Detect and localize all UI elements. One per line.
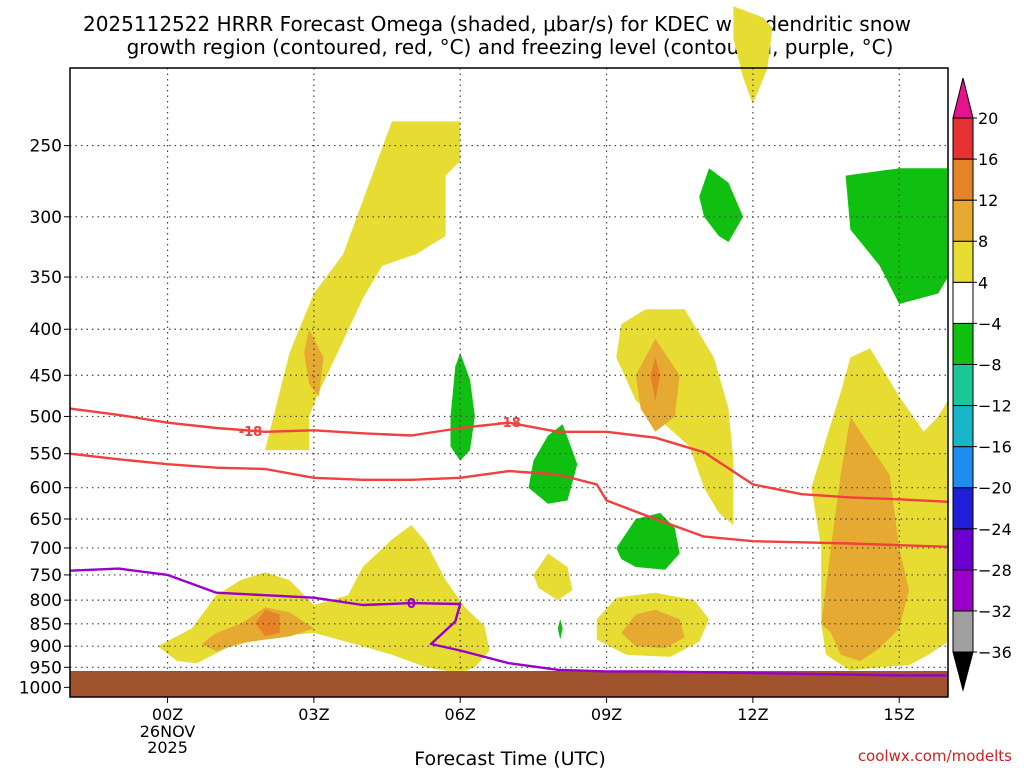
colorbar-bin [952,363,974,407]
y-tick-label: 700 [30,539,62,559]
omega-colorbar: −36 −32 −28 −24 −20 −16 −12 −8 −4 4 8 12 16 20 [952,77,1012,692]
x-tick-label: 03Z [298,705,329,724]
x-tick-label: 06Z [445,705,476,724]
colorbar-bin [952,158,974,201]
colorbar-bin [952,405,974,448]
omega-region-19 [845,168,948,304]
x-tick-label: 15Z [884,705,915,724]
y-tick-label: 450 [30,366,62,386]
colorbar-label: −36 [978,643,1012,662]
omega-region-14 [450,352,475,461]
colorbar-bin [952,446,974,489]
y-tick-label: 400 [30,320,62,340]
omega-region-18 [557,619,563,640]
omega-region-1 [304,329,324,397]
y-tick-label: 500 [30,407,62,427]
omega-region-7 [621,609,685,649]
y-tick-label: 650 [30,510,62,530]
colorbar-bin [952,117,974,160]
dgz-top-contour [69,407,949,503]
dgz-label-1: -18 [239,425,263,440]
x-tick-label: 09Z [591,705,622,724]
colorbar-bin [952,569,974,612]
x-axis-label: Forecast Time (UTC) [414,748,605,768]
contour-layer: -18 -18 0 [69,407,949,677]
colorbar-label: 8 [978,232,988,251]
omega-region-0 [265,121,461,451]
grid-layer [70,68,948,697]
colorbar-label: −28 [978,561,1012,580]
colorbar-high-arrow [952,77,974,119]
watermark: coolwx.com/modelts [858,747,1012,765]
pressure-axis: 2503003504004505005506006507007508008509… [19,137,70,698]
omega-region-16 [699,168,744,242]
omega-region-8 [616,309,734,525]
x-tick-label: 12Z [737,705,768,724]
colorbar-bin [952,240,974,283]
omega-region-11 [733,6,773,105]
chart-title-line-2: growth region (contoured, red, °C) and f… [127,35,894,59]
colorbar-label: −20 [978,479,1012,498]
colorbar-bin [952,281,974,324]
x-tick-label: 00Z [152,705,183,724]
y-tick-label: 900 [30,637,62,657]
y-tick-label: 300 [30,208,62,228]
freezing-label: 0 [407,597,416,612]
colorbar-bin [952,322,974,365]
plot-frame [69,67,949,698]
ground-layer [70,671,948,697]
colorbar-label: 20 [978,109,998,128]
colorbar-label: −16 [978,438,1012,457]
omega-region-10 [650,357,661,401]
colorbar-bin [952,528,974,571]
colorbar-label: −8 [978,355,1002,374]
colorbar-label: −4 [978,314,1002,333]
dgz-bottom-contour [69,452,949,548]
y-tick-label: 250 [30,137,62,157]
y-tick-label: 750 [30,566,62,586]
ground-band [70,671,948,697]
colorbar-low-arrow [952,651,974,692]
date-label-line: 2025 [147,738,188,757]
y-tick-label: 600 [30,479,62,499]
freezing-level-contour [69,567,948,677]
y-tick-label: 800 [30,591,62,611]
date-label-line: 26NOV [140,722,196,741]
omega-region-13 [821,416,909,662]
omega-region-5 [533,553,573,601]
colorbar-label: −32 [978,602,1012,621]
dgz-label-2: -18 [497,416,521,431]
colorbar-label: 16 [978,150,998,169]
y-tick-label: 550 [30,445,62,465]
omega-region-15 [528,424,578,504]
y-tick-label: 1000 [19,678,62,698]
y-tick-label: 350 [30,268,62,288]
omega-shading-layer [157,6,948,674]
omega-region-17 [616,512,680,570]
colorbar-bin [952,199,974,242]
omega-region-4 [255,609,280,637]
chart-title-line-1: 2025112522 HRRR Forecast Omega (shaded, … [83,12,911,36]
colorbar-label: 4 [978,273,988,292]
colorbar-label: 12 [978,191,998,210]
colorbar-bin [952,487,974,530]
y-tick-label: 950 [30,658,62,678]
y-tick-label: 850 [30,615,62,635]
colorbar-label: −12 [978,397,1012,416]
colorbar-bin [952,610,974,653]
colorbar-label: −24 [978,520,1012,539]
omega-region-3 [201,607,314,652]
